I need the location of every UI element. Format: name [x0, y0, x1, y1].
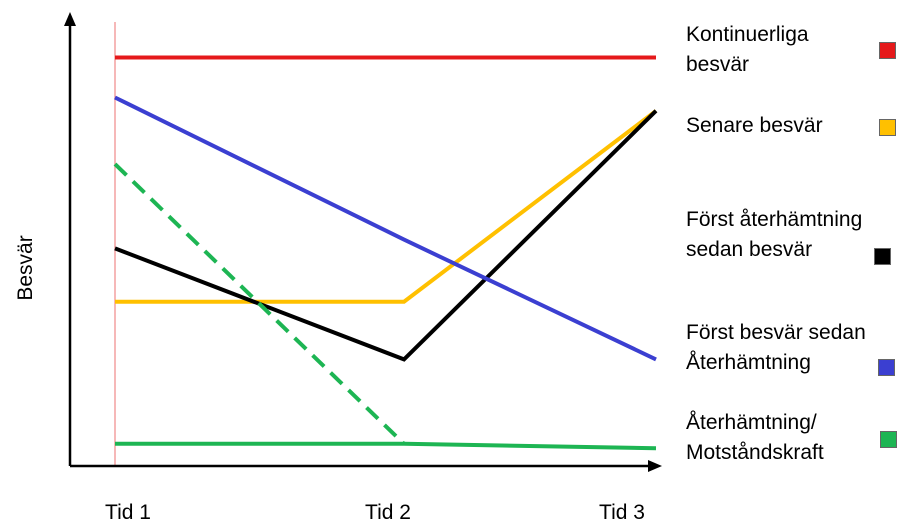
- x-tick-label: Tid 2: [365, 501, 411, 524]
- legend-swatch: [880, 431, 897, 448]
- series-line-4: [114, 95, 657, 362]
- series-line-6: [113, 162, 406, 446]
- x-tick-label: Tid 3: [599, 501, 645, 524]
- series-layer: [113, 55, 658, 451]
- legend-label: Senare besvär: [686, 114, 823, 137]
- legend-label: Kontinuerliga besvär: [686, 23, 809, 76]
- legend-item: Först besvär sedan Återhämtning: [686, 318, 866, 378]
- y-axis-label: Besvär: [14, 235, 37, 300]
- x-axis-arrowhead: [648, 460, 662, 472]
- series-line-2: [115, 109, 658, 304]
- legend-item: Först återhämtning sedan besvär: [686, 205, 862, 265]
- legend-label: Först återhämtning sedan besvär: [686, 208, 863, 261]
- legend-swatch: [874, 248, 891, 265]
- legend-swatch: [879, 42, 896, 59]
- legend-item: Återhämtning/ Motståndskraft: [686, 408, 824, 468]
- legend-swatch: [878, 359, 895, 376]
- legend-item: Kontinuerliga besvär: [686, 20, 809, 80]
- x-tick-labels: Tid 1 Tid 2 Tid 3: [105, 501, 645, 524]
- legend-label: Återhämtning/ Motståndskraft: [686, 411, 824, 464]
- legend-swatch: [879, 119, 896, 136]
- series-line-5: [115, 441, 657, 451]
- legend-item: Senare besvär: [686, 111, 823, 141]
- y-axis-arrowhead: [64, 12, 76, 26]
- series-line-3: [114, 109, 658, 362]
- x-tick-label: Tid 1: [105, 501, 151, 524]
- legend-label: Först besvär sedan Återhämtning: [686, 321, 866, 374]
